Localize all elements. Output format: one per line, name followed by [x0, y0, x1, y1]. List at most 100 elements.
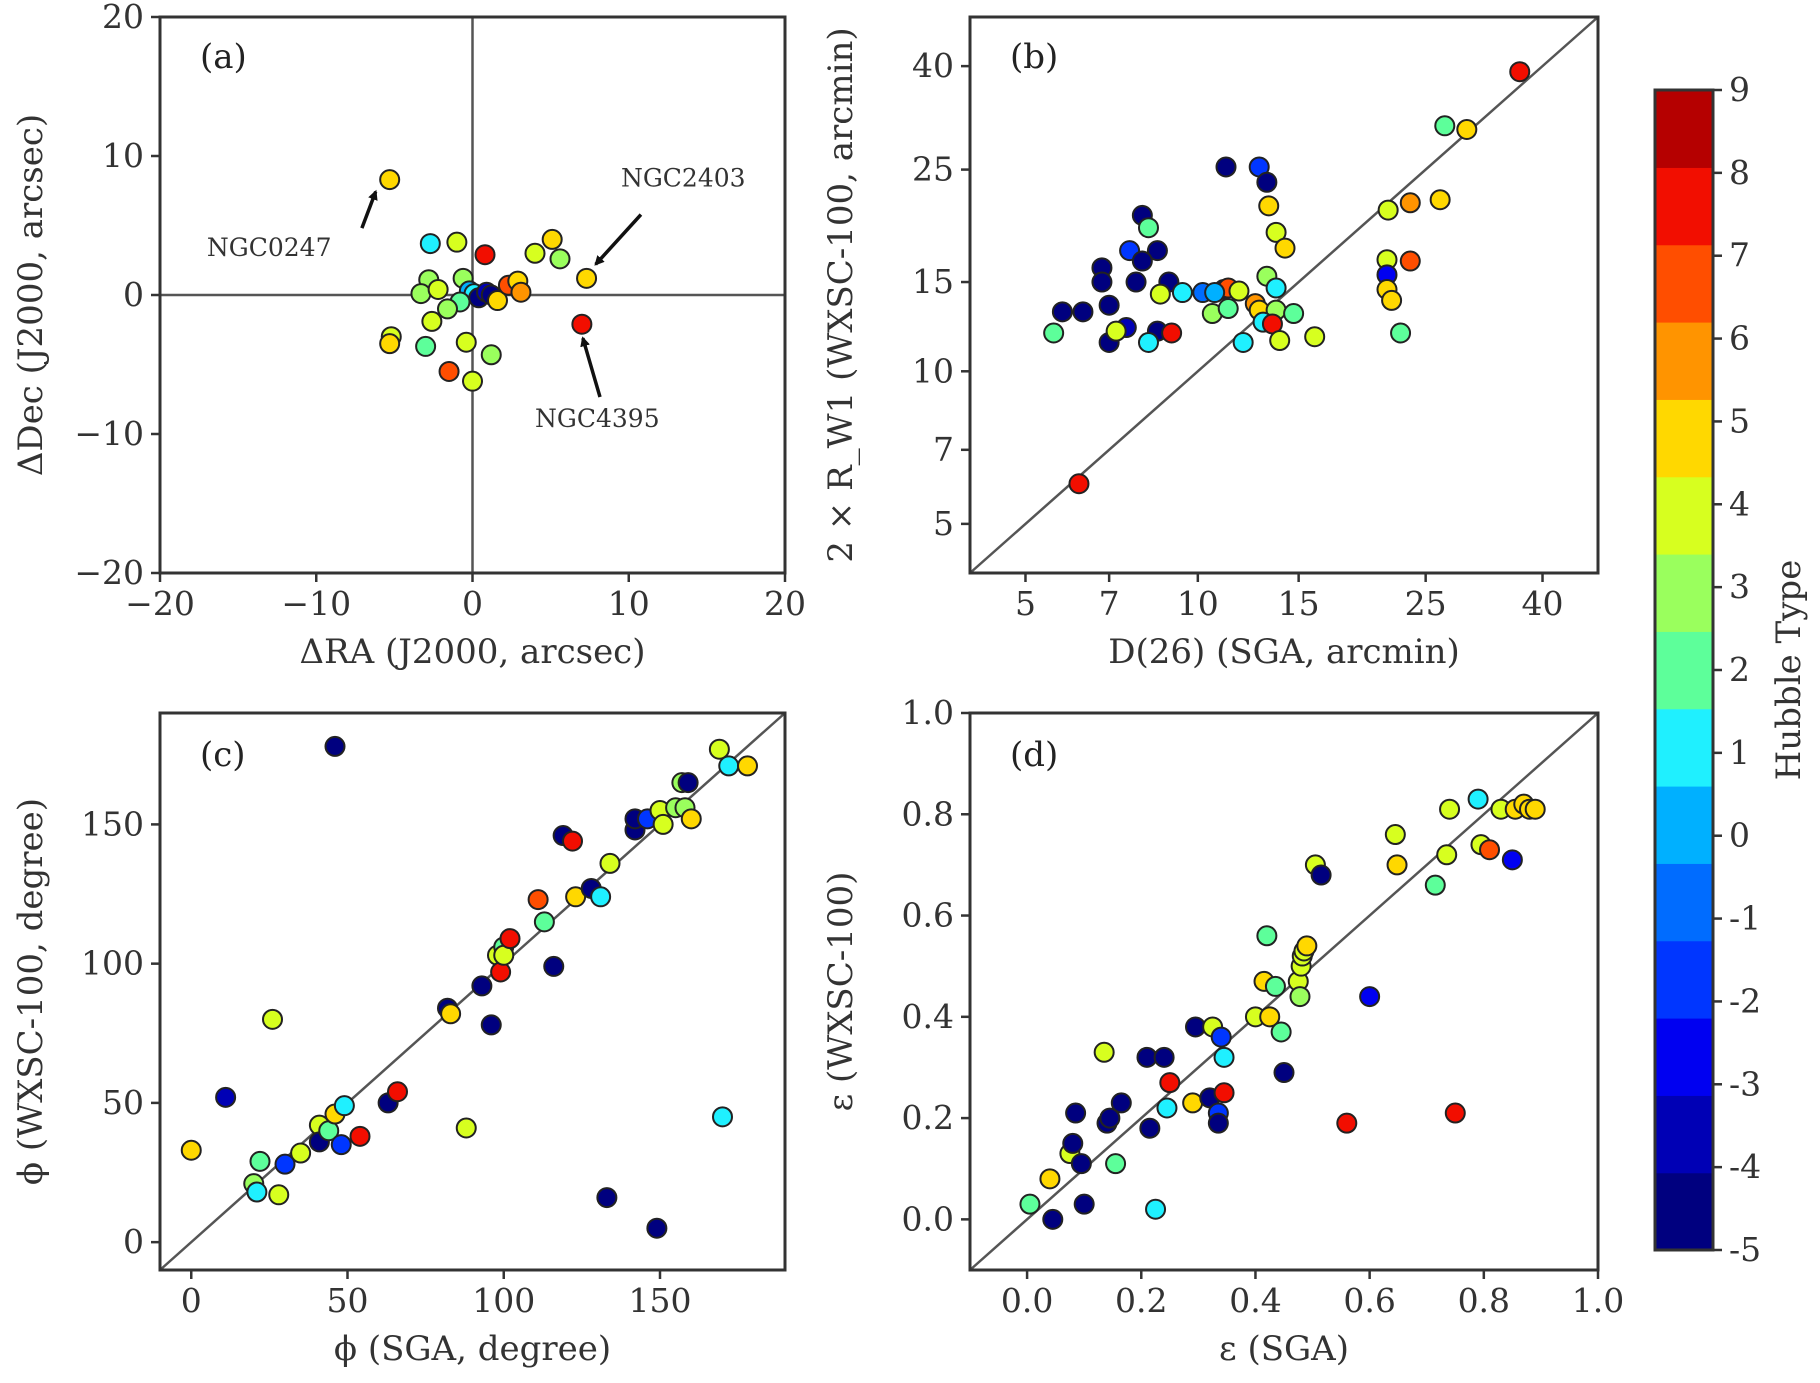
data-point	[1436, 844, 1458, 866]
colorbar-segment	[1655, 244, 1713, 323]
data-point	[462, 370, 483, 392]
colorbar-segment	[1655, 554, 1713, 632]
data-point	[427, 278, 449, 300]
y-tick-label: 15	[912, 262, 954, 301]
data-point	[1434, 115, 1456, 137]
x-tick-label: 10	[1177, 584, 1219, 623]
x-tick-label: 0.4	[1229, 1281, 1281, 1320]
data-point	[1105, 1153, 1127, 1175]
data-point	[1043, 322, 1065, 344]
data-point	[1336, 1112, 1358, 1134]
data-point	[1310, 864, 1332, 886]
data-point	[1304, 326, 1326, 348]
data-point	[1232, 331, 1254, 353]
data-point	[487, 290, 508, 312]
y-tick-label: 0	[123, 1222, 144, 1261]
data-point	[1439, 798, 1461, 820]
y-tick-label: 150	[81, 804, 144, 843]
x-tick-label: 0.8	[1458, 1281, 1510, 1320]
x-tick-label: 10	[608, 584, 650, 623]
data-point	[1479, 839, 1501, 861]
y-tick-label: 0.4	[902, 997, 954, 1036]
data-point	[246, 1181, 268, 1203]
y-tick-label: 0.0	[902, 1199, 954, 1238]
data-point	[440, 1003, 462, 1025]
x-tick-label: 0	[462, 584, 483, 623]
x-tick-label: 5	[1015, 584, 1036, 623]
data-point	[1204, 282, 1226, 304]
data-point	[1072, 301, 1094, 323]
data-point	[1429, 189, 1451, 211]
annotation-label: NGC2403	[621, 164, 746, 193]
data-point	[562, 830, 583, 852]
y-tick-label: 25	[912, 150, 954, 189]
data-point	[1259, 1006, 1281, 1028]
colorbar-tick-label: 2	[1729, 650, 1750, 689]
x-tick-label: −20	[125, 584, 195, 623]
colorbar-segment	[1655, 786, 1713, 864]
data-point	[249, 1150, 271, 1172]
data-point	[652, 813, 674, 835]
data-point	[1283, 303, 1305, 325]
data-point	[1467, 788, 1489, 810]
data-point	[1381, 289, 1403, 311]
data-point	[1159, 1072, 1181, 1094]
data-point	[415, 335, 437, 357]
data-point	[421, 310, 443, 332]
data-point	[708, 738, 730, 760]
data-point	[1153, 1046, 1175, 1068]
data-point	[1207, 1112, 1229, 1134]
y-tick-label: 10	[912, 351, 954, 390]
data-point	[438, 360, 460, 382]
data-point	[1273, 1062, 1295, 1084]
colorbar-tick-label: -1	[1729, 899, 1761, 938]
y-tick-label: 20	[102, 0, 144, 36]
data-point	[1146, 240, 1168, 262]
y-tick-label: 5	[933, 504, 954, 543]
panel-c: 0 50 100 150 0 50 100 150 ϕ (SGA, degree) ϕ (WXSC…	[11, 711, 787, 1369]
colorbar-segment	[1655, 322, 1713, 400]
y-tick-label: 0.6	[902, 896, 954, 935]
data-point	[480, 344, 502, 366]
y-axis-label: ϕ (WXSC-100, degree)	[11, 798, 51, 1185]
colorbar-segment	[1655, 1095, 1713, 1174]
panel-label: (c)	[200, 735, 246, 775]
data-point	[180, 1139, 202, 1161]
data-point	[576, 267, 598, 289]
colorbar-tick-label: -3	[1729, 1064, 1761, 1103]
data-point	[1182, 1092, 1204, 1114]
data-point	[1105, 320, 1127, 342]
colorbar: -5 -4 -3 -2 -1 0 1 2 3 4 5 6 7 8 9 Hubble Type	[1653, 70, 1809, 1269]
data-point	[1265, 221, 1287, 243]
y-axis-label: ε (WXSC-100)	[821, 872, 861, 1112]
x-axis-label: D(26) (SGA, arcmin)	[1108, 632, 1460, 672]
x-tick-label: 100	[472, 1281, 535, 1320]
data-point	[543, 955, 565, 977]
panel-d: 0.0 0.2 0.4 0.6 0.8 1.0 0.0 0.2 0.4 0.6 0.8 1.0 ε (S…	[821, 693, 1624, 1369]
colorbar-tick-label: -2	[1729, 981, 1761, 1020]
y-tick-label: 40	[912, 46, 954, 85]
data-point	[1110, 1092, 1132, 1114]
colorbar-label: Hubble Type	[1769, 560, 1809, 781]
x-tick-label: 0.6	[1343, 1281, 1395, 1320]
data-point	[499, 928, 521, 950]
y-tick-label: 50	[102, 1083, 144, 1122]
y-tick-label: 0	[123, 275, 144, 314]
colorbar-tick-label: 5	[1729, 401, 1750, 440]
data-point	[1265, 277, 1287, 299]
data-point	[1137, 217, 1159, 239]
data-point	[1444, 1102, 1466, 1124]
data-point	[599, 852, 621, 874]
data-point	[1377, 199, 1399, 221]
data-point	[1359, 986, 1381, 1008]
data-point	[333, 1095, 355, 1117]
data-point	[1068, 473, 1090, 495]
colorbar-tick-label: 3	[1729, 567, 1750, 606]
plot-frame	[158, 711, 787, 1272]
data-point	[1274, 237, 1296, 259]
colorbar-segment	[1655, 708, 1713, 787]
colorbar-tick-label: 1	[1729, 733, 1750, 772]
data-point	[1456, 118, 1478, 140]
data-point	[527, 889, 549, 911]
identity-line	[969, 16, 1599, 574]
